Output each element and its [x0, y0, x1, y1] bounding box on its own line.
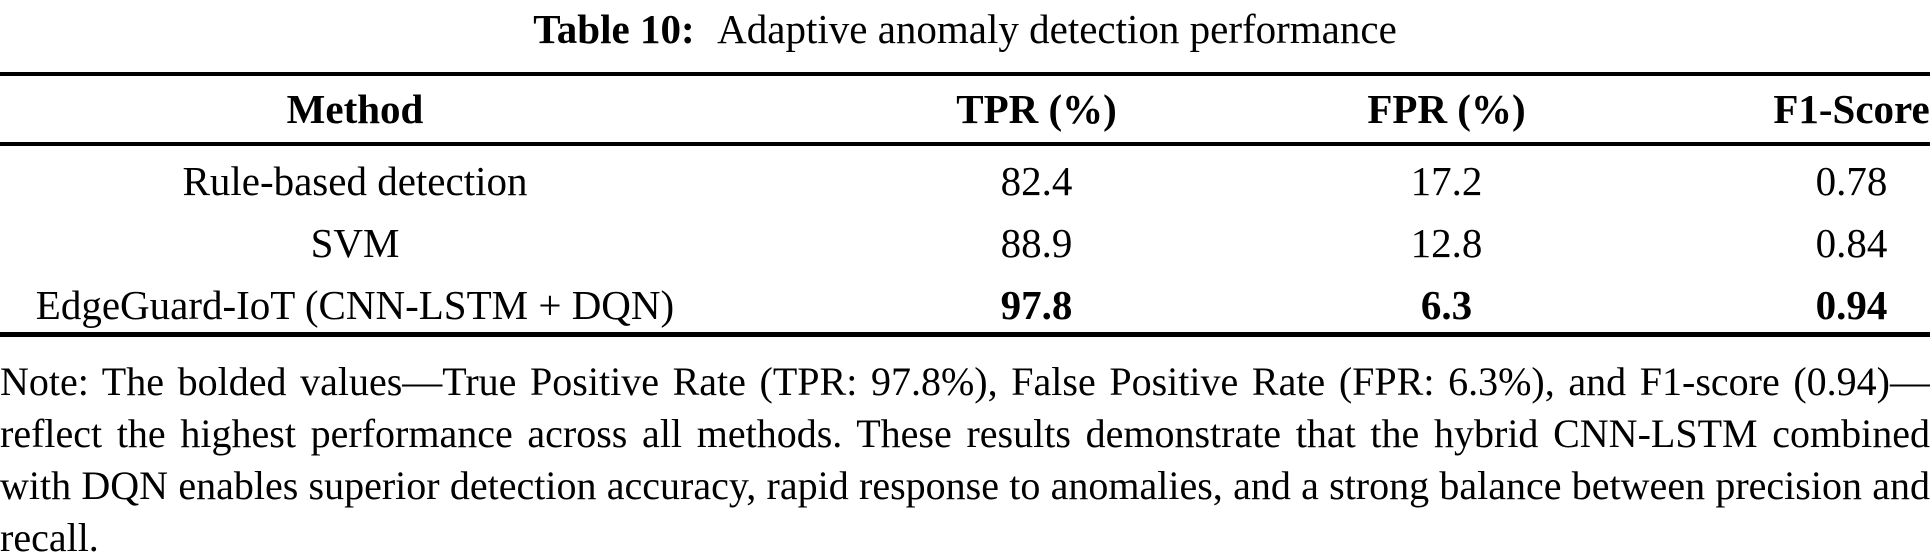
table-row: SVM 88.9 12.8 0.84	[0, 208, 1930, 270]
cell-tpr: 88.9	[1000, 220, 1073, 266]
table-caption-label: Table 10:	[533, 6, 695, 52]
cell-method: EdgeGuard-IoT (CNN-LSTM + DQN)	[35, 282, 675, 328]
cell-tpr: 97.8	[1000, 282, 1073, 328]
column-header-method: Method	[286, 86, 424, 132]
column-header-tpr: TPR (%)	[956, 86, 1117, 132]
column-header-fpr: FPR (%)	[1367, 86, 1526, 132]
cell-fpr: 12.8	[1410, 220, 1483, 266]
cell-f1: 0.84	[1815, 220, 1888, 266]
cell-f1: 0.94	[1815, 282, 1888, 328]
table-header-row: Method TPR (%) FPR (%) F1-Score	[0, 76, 1930, 146]
table-row-highlighted: EdgeGuard-IoT (CNN-LSTM + DQN) 97.8 6.3 …	[0, 270, 1930, 332]
cell-fpr: 17.2	[1410, 158, 1483, 204]
column-header-f1: F1-Score	[1773, 86, 1930, 132]
table-note: Note: The bolded values—True Positive Ra…	[0, 359, 1930, 555]
results-table: Method TPR (%) FPR (%) F1-Score Rule-bas…	[0, 72, 1930, 337]
cell-tpr: 82.4	[1000, 158, 1073, 204]
table-caption-title: Adaptive anomaly detection performance	[717, 6, 1397, 52]
cell-method: Rule-based detection	[182, 158, 528, 204]
table-caption: Table 10: Adaptive anomaly detection per…	[0, 0, 1930, 72]
table-row: Rule-based detection 82.4 17.2 0.78	[0, 146, 1930, 208]
cell-fpr: 6.3	[1420, 282, 1473, 328]
cell-method: SVM	[310, 220, 400, 266]
cell-f1: 0.78	[1815, 158, 1888, 204]
